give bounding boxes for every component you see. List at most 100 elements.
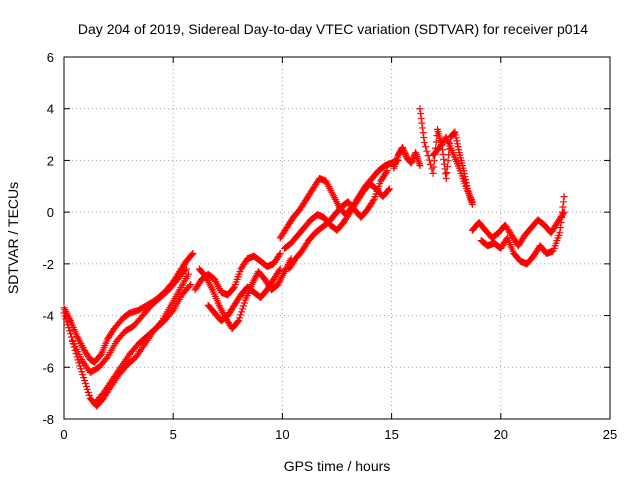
data-point: [558, 208, 566, 216]
data-point: [444, 157, 452, 165]
data-point: [408, 158, 416, 166]
data-point: [416, 105, 424, 113]
data-point: [79, 371, 87, 379]
data-point: [238, 305, 246, 313]
data-point: [187, 281, 195, 289]
data-point: [417, 114, 425, 122]
data-point: [84, 388, 92, 396]
data-point: [443, 163, 451, 171]
data-point: [468, 198, 476, 206]
data-point: [440, 155, 448, 163]
data-point: [419, 129, 427, 137]
data-point: [442, 170, 450, 178]
data-point: [229, 284, 237, 292]
data-point: [78, 368, 86, 376]
data-point: [67, 333, 75, 341]
data-point: [181, 267, 189, 275]
data-point: [384, 186, 392, 194]
data-point: [80, 374, 88, 382]
x-tick-label: 10: [275, 427, 289, 442]
data-point: [430, 163, 438, 171]
x-tick-label: 25: [603, 427, 617, 442]
data-point: [60, 309, 68, 317]
data-point: [76, 362, 84, 370]
data-point: [168, 308, 176, 316]
data-point: [560, 193, 568, 201]
data-point: [416, 162, 424, 170]
data-point: [82, 380, 90, 388]
data-point: [275, 251, 283, 259]
series-track-d: [91, 281, 195, 407]
data-point: [451, 128, 459, 136]
data-point: [182, 265, 190, 273]
data-point: [430, 157, 438, 165]
data-point: [62, 315, 70, 323]
data-point: [452, 134, 460, 142]
data-point: [240, 299, 248, 307]
data-point: [400, 148, 408, 156]
series-track-o: [477, 193, 568, 268]
data-point: [559, 203, 567, 211]
series-track-n: [468, 208, 568, 250]
data-point: [442, 175, 450, 183]
data-point: [64, 321, 72, 329]
data-point: [417, 110, 425, 118]
data-point: [385, 185, 393, 193]
data-point: [276, 250, 284, 258]
x-tick-label: 5: [170, 427, 177, 442]
y-tick-label: 0: [47, 205, 54, 220]
data-points: [60, 105, 568, 410]
x-tick-label: 15: [384, 427, 398, 442]
data-point: [420, 138, 428, 146]
y-axis-label: SDTVAR / TECUs: [5, 182, 21, 294]
data-point: [383, 167, 391, 175]
data-point: [560, 198, 568, 206]
data-point: [184, 270, 192, 278]
data-point: [189, 250, 197, 258]
data-point: [420, 134, 428, 142]
x-tick-labels: 0 5 10 15 20 25: [60, 427, 617, 442]
data-point: [235, 317, 243, 325]
data-point: [237, 311, 245, 319]
grid-lines: [64, 57, 610, 419]
data-point: [557, 218, 565, 226]
y-tick-label: -4: [42, 309, 54, 324]
data-point: [102, 354, 110, 362]
series-track-i: [281, 180, 393, 252]
plot-frame: [63, 56, 611, 420]
series-track-k: [390, 144, 424, 172]
data-point: [418, 124, 426, 132]
x-tick-label: 20: [494, 427, 508, 442]
axis-ticks: [63, 56, 611, 420]
data-point: [85, 391, 93, 399]
data-point: [188, 251, 196, 259]
data-point: [556, 224, 564, 232]
data-point: [65, 324, 73, 332]
data-point: [82, 382, 90, 390]
data-point: [432, 138, 440, 146]
data-point: [234, 318, 242, 326]
y-tick-label: -2: [42, 257, 54, 272]
chart-title: Day 204 of 2019, Sidereal Day-to-day VTE…: [78, 21, 588, 37]
data-point: [276, 265, 284, 273]
data-point: [81, 377, 89, 385]
y-tick-label: 4: [47, 102, 54, 117]
data-point: [423, 147, 431, 155]
data-point: [422, 143, 430, 151]
data-point: [443, 169, 451, 177]
data-point: [399, 144, 407, 151]
data-point: [453, 140, 461, 148]
data-point: [236, 314, 244, 322]
data-point: [407, 159, 415, 167]
x-tick-label: 0: [60, 427, 67, 442]
data-point: [382, 168, 390, 176]
y-tick-label: -8: [42, 412, 54, 427]
y-tick-label: 6: [47, 50, 54, 65]
series-track-c: [69, 265, 190, 376]
data-point: [455, 146, 463, 154]
data-point: [369, 197, 377, 205]
series-track-m: [429, 133, 476, 206]
series-track-g: [204, 265, 284, 325]
data-point: [425, 156, 433, 164]
